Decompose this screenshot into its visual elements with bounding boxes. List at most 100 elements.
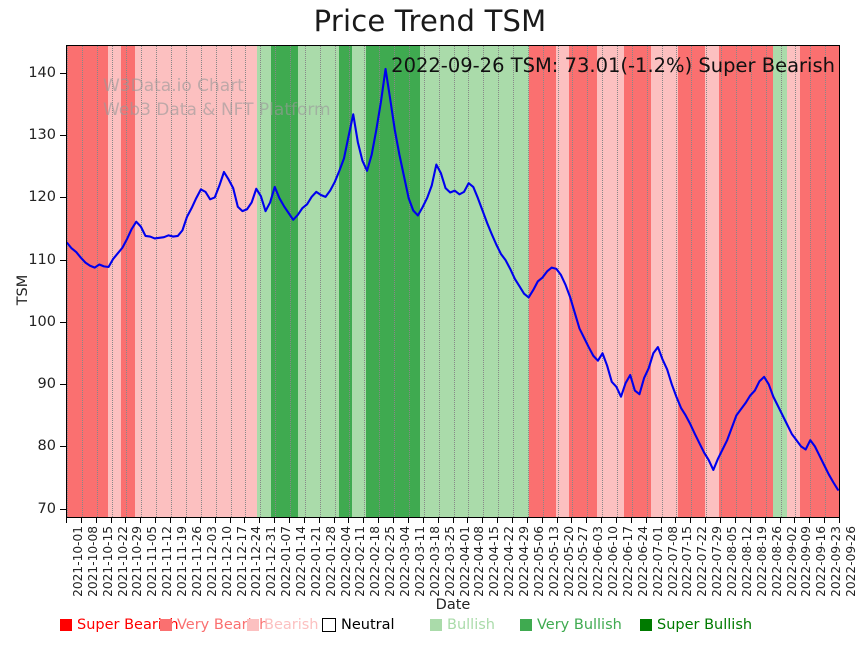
legend-swatch-icon [160, 619, 172, 631]
x-tick-label: 2022-01-21 [308, 526, 323, 597]
gridline [646, 46, 648, 517]
legend-item[interactable]: Very Bearish [160, 617, 268, 633]
x-tick-mark [675, 518, 677, 523]
sentiment-band [311, 46, 326, 517]
x-tick-mark [571, 518, 573, 523]
sentiment-band [773, 46, 788, 517]
legend-label: Neutral [341, 617, 395, 633]
x-tick-label: 2021-10-01 [71, 526, 85, 597]
price-line-series [67, 67, 839, 491]
sentiment-band [542, 46, 557, 517]
x-tick-mark [214, 518, 216, 523]
gridline [587, 46, 589, 517]
gridline [810, 46, 812, 517]
gridline [230, 46, 232, 517]
sentiment-band [474, 46, 489, 517]
x-tick-label: 2022-02-04 [338, 526, 353, 597]
gridline [735, 46, 737, 517]
x-tick-label: 2022-05-27 [576, 526, 591, 597]
x-tick-mark [690, 518, 692, 523]
legend-item[interactable]: Neutral [322, 617, 395, 633]
legend-item[interactable]: Very Bullish [520, 617, 622, 633]
x-tick-mark [645, 518, 647, 523]
sentiment-band [650, 46, 666, 517]
legend-item[interactable]: Super Bearish [60, 617, 179, 633]
x-tick-mark [378, 518, 380, 523]
y-tick-mark [60, 197, 66, 199]
x-tick-label: 2022-03-18 [427, 526, 442, 597]
y-tick-label: 80 [37, 438, 56, 455]
gridline [126, 46, 128, 517]
gridline [408, 46, 410, 517]
x-tick-mark [393, 518, 395, 523]
x-tick-label: 2022-04-08 [472, 526, 487, 597]
sentiment-band [162, 46, 177, 517]
x-tick-mark [288, 518, 290, 523]
y-tick-label: 140 [28, 65, 56, 81]
y-tick-mark [60, 508, 66, 510]
y-tick-label: 70 [37, 500, 56, 517]
legend-swatch-icon [322, 618, 336, 632]
sentiment-band [827, 46, 839, 517]
sentiment-band [623, 46, 638, 517]
gridline [617, 46, 619, 517]
x-tick-label: 2022-04-01 [457, 526, 472, 597]
x-tick-label: 2022-04-22 [502, 526, 517, 597]
gridline [795, 46, 797, 517]
x-tick-label: 2021-10-15 [100, 526, 115, 597]
x-tick-mark [630, 518, 632, 523]
gridline [215, 46, 217, 517]
sentiment-band [705, 46, 720, 517]
gridline [260, 46, 262, 517]
x-tick-label: 2021-12-24 [249, 526, 264, 597]
x-tick-mark [779, 518, 781, 523]
x-tick-label: 2022-08-12 [739, 526, 754, 597]
x-tick-label: 2022-03-11 [412, 526, 427, 597]
y-tick-mark [60, 321, 66, 323]
legend-item[interactable]: Super Bullish [640, 617, 752, 633]
gridline [602, 46, 604, 517]
y-tick-label: 130 [28, 127, 56, 144]
gridline [780, 46, 782, 517]
y-axis: TSM 70 80 90 100 110 120 130 140 [0, 45, 66, 518]
legend-item[interactable]: Bullish [430, 617, 495, 633]
sentiment-band [392, 46, 408, 517]
gridline [96, 46, 98, 517]
x-axis: 2021-10-01 2021-10-08 2021-10-15 2021-10-22… [66, 518, 858, 608]
legend-item[interactable]: Bearish [247, 617, 319, 633]
sentiment-band [325, 46, 340, 517]
gridline [200, 46, 202, 517]
x-tick-label: 2022-09-23 [829, 526, 844, 597]
x-tick-mark [155, 518, 157, 523]
sentiment-band [189, 46, 204, 517]
x-tick-label: 2022-08-19 [754, 526, 769, 597]
gridline [483, 46, 485, 517]
gridline [364, 46, 366, 517]
gridline [765, 46, 767, 517]
x-tick-mark [407, 518, 409, 523]
x-tick-label: 2022-07-22 [695, 526, 710, 597]
x-tick-label: 2022-02-11 [353, 526, 368, 597]
x-tick-mark [556, 518, 558, 523]
gridline [423, 46, 425, 517]
sentiment-band [80, 46, 95, 517]
x-tick-mark [274, 518, 276, 523]
x-tick-label: 2022-03-25 [442, 526, 457, 597]
legend-label: Very Bullish [537, 617, 622, 633]
sentiment-band [229, 46, 245, 517]
x-tick-mark [140, 518, 142, 523]
y-tick-mark [60, 73, 66, 74]
gridline [750, 46, 752, 517]
x-tick-label: 2022-04-15 [487, 526, 502, 597]
gridline [334, 46, 336, 517]
gridline [512, 46, 514, 517]
sentiment-band [637, 46, 652, 517]
legend-swatch-icon [247, 619, 259, 631]
gridline [661, 46, 663, 517]
x-tick-mark [467, 518, 469, 523]
x-tick-mark [749, 518, 751, 523]
x-tick-mark [244, 518, 246, 523]
sentiment-band [243, 46, 258, 517]
x-tick-mark [720, 518, 722, 523]
